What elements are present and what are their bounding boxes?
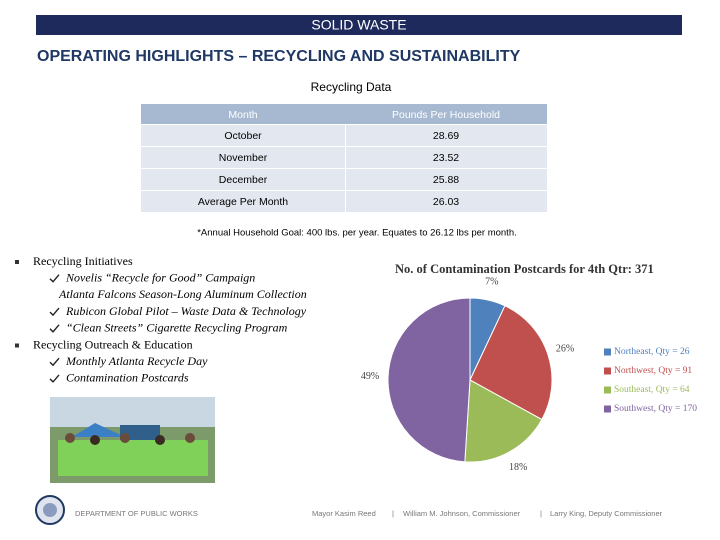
footer-separator: | bbox=[392, 509, 394, 518]
legend-swatch bbox=[604, 348, 611, 356]
footer-separator: | bbox=[540, 509, 542, 518]
table-cell-text: October bbox=[224, 130, 262, 142]
table-cell bbox=[346, 191, 547, 212]
table-title: Recycling Data bbox=[311, 80, 392, 94]
legend-swatch bbox=[604, 367, 611, 375]
check-mark bbox=[49, 374, 60, 383]
check-mark bbox=[49, 307, 60, 317]
header-band bbox=[36, 15, 682, 35]
slice-label: 7% bbox=[485, 277, 498, 288]
sub-bullet-text: Rubicon Global Pilot – Waste Data & Tech… bbox=[65, 304, 307, 318]
pie-slice bbox=[387, 297, 471, 463]
slice-label: 18% bbox=[509, 462, 527, 473]
table-cell-text: Average Per Month bbox=[198, 196, 288, 208]
table-cell-text: 28.69 bbox=[433, 130, 459, 142]
table-cell bbox=[141, 191, 345, 212]
sub-bullet-text: Contamination Postcards bbox=[66, 371, 189, 385]
column-header: Month bbox=[228, 109, 257, 121]
table-header bbox=[141, 104, 547, 124]
legend-label: Northwest, Qty = 91 bbox=[614, 366, 692, 376]
legend-label: Northeast, Qty = 26 bbox=[614, 347, 690, 357]
slide-title: OPERATING HIGHLIGHTS – RECYCLING AND SUS… bbox=[37, 48, 521, 65]
table-cell bbox=[141, 125, 345, 146]
legend-label: Southeast, Qty = 64 bbox=[614, 385, 690, 395]
sub-bullet-text: Monthly Atlanta Recycle Day bbox=[65, 354, 208, 368]
legend-label: Southwest, Qty = 170 bbox=[614, 404, 697, 414]
table-cell bbox=[346, 169, 547, 190]
slice-label: 26% bbox=[556, 343, 574, 354]
chart-title: No. of Contamination Postcards for 4th Q… bbox=[395, 262, 654, 276]
table-cell bbox=[141, 147, 345, 168]
column-header: Pounds Per Household bbox=[392, 109, 500, 121]
pie-slice bbox=[464, 379, 543, 463]
table-cell-text: 26.03 bbox=[433, 196, 459, 208]
bullet-marker bbox=[15, 260, 19, 264]
bullet-text: Recycling Outreach & Education bbox=[33, 337, 193, 351]
slice-label: 49% bbox=[361, 371, 379, 382]
check-mark bbox=[49, 274, 60, 283]
footer-mayor: Mayor Kasim Reed bbox=[312, 509, 376, 518]
table-cell bbox=[346, 125, 547, 146]
sub-bullet-text: Atlanta Falcons Season-Long Aluminum Col… bbox=[58, 287, 307, 301]
bullet-text: Recycling Initiatives bbox=[33, 254, 133, 268]
table-cell bbox=[346, 147, 547, 168]
footer-commissioner: William M. Johnson, Commissioner bbox=[403, 509, 521, 518]
table-note: *Annual Household Goal: 400 lbs. per yea… bbox=[197, 228, 517, 239]
check-mark bbox=[49, 357, 60, 367]
footer-deputy: Larry King, Deputy Commissioner bbox=[550, 509, 663, 518]
table-cell-text: November bbox=[219, 152, 268, 164]
check-mark bbox=[49, 324, 60, 333]
table-cell bbox=[141, 169, 345, 190]
footer-department: DEPARTMENT OF PUBLIC WORKS bbox=[75, 509, 198, 518]
table-cell-text: 23.52 bbox=[433, 152, 459, 164]
table-cell-text: December bbox=[219, 174, 268, 186]
bullet-marker bbox=[15, 343, 19, 348]
logo bbox=[35, 495, 65, 525]
table-cell-text: 25.88 bbox=[433, 174, 459, 186]
legend-swatch bbox=[604, 386, 611, 394]
legend-swatch bbox=[604, 405, 611, 413]
header-band-text: SOLID WASTE bbox=[311, 17, 406, 33]
sub-bullet-text: Novelis “Recycle for Good” Campaign bbox=[65, 270, 255, 284]
sub-bullet-text: “Clean Streets” Cigarette Recycling Prog… bbox=[66, 321, 288, 335]
photo bbox=[50, 397, 215, 483]
